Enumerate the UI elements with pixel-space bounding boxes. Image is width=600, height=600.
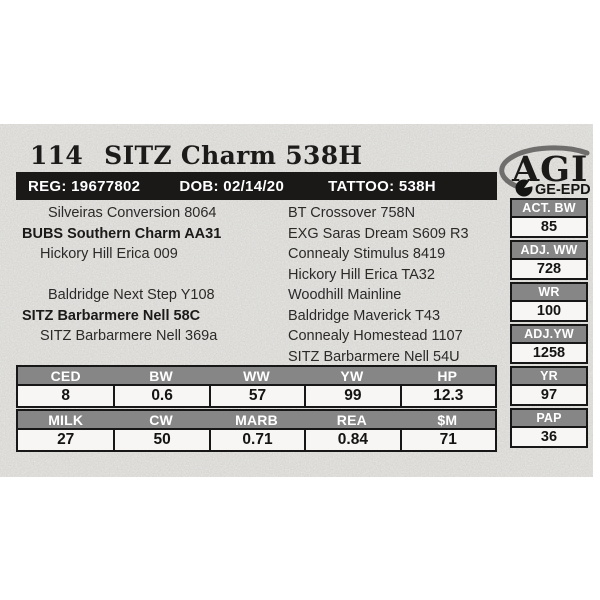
performance-value: 728 [536,261,562,277]
pedigree-entry: Baldridge Next Step Y108 [48,287,215,303]
reg-number: REG: 19677802 [28,177,141,195]
epd-value: 8 [61,387,70,404]
epd-value: 27 [57,431,75,448]
epd-value: 50 [113,430,208,450]
performance-value: 85 [540,219,558,235]
epd-value: 99 [304,386,399,406]
epd-value: 0.71 [208,430,304,450]
performance-value: 1258 [532,345,566,361]
performance-label: YR [512,368,586,386]
epd-header: WW [208,367,305,386]
pedigree-right-column: BT Crossover 758N EXG Saras Dream S609 R… [288,203,506,367]
dob: DOB: 02/14/20 [179,177,285,195]
logo-pie-wedge [524,180,534,188]
registration-bar: REG: 19677802 DOB: 02/14/20 TATTOO: 538H [16,172,497,200]
performance-value: 97 [540,387,558,403]
epd-header: CED [18,367,114,386]
epd-value: 71 [399,430,495,450]
logo-program-text: GE-EPD [535,182,591,198]
performance-pair-yr: YR 97 [510,366,588,406]
performance-value: 36 [540,429,558,445]
tattoo: TATTOO: 538H [328,177,436,195]
pedigree-entry: SITZ Barbarmere Nell 369a [40,328,218,344]
performance-pair-wr: WR 100 [510,282,588,322]
pedigree-entry: Woodhill Mainline [288,287,402,303]
performance-label: ADJ. WW [512,242,586,260]
pedigree-entry: Hickory Hill Erica TA32 [288,266,435,283]
epd-header: YW [304,367,400,386]
epd-value: 0.84 [304,430,399,450]
epd-value: 0.6 [113,386,208,406]
performance-value: 100 [536,303,562,319]
pedigree-entry: Baldridge Maverick T43 [288,307,441,324]
epd-header: $M [399,411,495,430]
performance-pair-pap: PAP 36 [510,408,588,448]
epd-header: REA [304,411,400,430]
performance-pair-adj-yw: ADJ.YW 1258 [510,324,588,364]
pedigree-entry-blank [22,347,277,368]
agi-logo-graphic: AGI GE-EPD [499,145,591,198]
epd-header: BW [113,367,209,386]
performance-pair-act-bw: ACT. BW 85 [510,198,588,238]
epd-value: 12.3 [399,386,495,406]
epd-value: 57 [208,386,304,406]
pedigree-entry-sire: BUBS Southern Charm AA31 [22,225,222,242]
performance-sidebar: ACT. BW 85 ADJ. WW 728 WR 100 ADJ.YW 125… [510,198,588,448]
performance-label: PAP [512,410,586,428]
pedigree-entry: Connealy Stimulus 8419 [288,246,446,262]
pedigree-entry: SITZ Barbarmere Nell 54U [288,348,460,365]
logo-swoosh [499,145,590,191]
epd-header: MARB [208,411,305,430]
pedigree-entry: EXG Saras Dream S609 R3 [288,225,469,242]
pedigree-entry: Connealy Homestead 1107 [288,328,463,344]
pedigree-entry: Silveiras Conversion 8064 [48,205,217,221]
performance-label: WR [512,284,586,302]
agi-ge-epd-logo: AGI GE-EPD [497,144,593,200]
animal-name: SITZ Charm 538H [104,141,363,170]
performance-label: ADJ.YW [512,326,586,344]
pedigree-entry: Hickory Hill Erica 009 [40,246,178,262]
pedigree-left-column: Silveiras Conversion 8064 BUBS Southern … [22,203,277,367]
pedigree-entry-dam: SITZ Barbarmere Nell 58C [22,307,201,324]
page-title: 114 SITZ Charm 538H [30,141,362,170]
performance-label: ACT. BW [512,200,586,218]
pedigree-entry: BT Crossover 758N [288,205,416,221]
lot-number: 114 [30,141,84,170]
epd-table-carcass: MILK CW MARB REA $M 27 50 0.71 0.84 71 [16,409,497,452]
epd-table-growth: CED BW WW YW HP 8 0.6 57 99 12.3 [16,365,497,408]
epd-header: CW [113,411,209,430]
pedigree-entry-blank [22,265,277,286]
performance-pair-adj-ww: ADJ. WW 728 [510,240,588,280]
epd-header: HP [399,367,495,386]
epd-header: MILK [18,411,114,430]
